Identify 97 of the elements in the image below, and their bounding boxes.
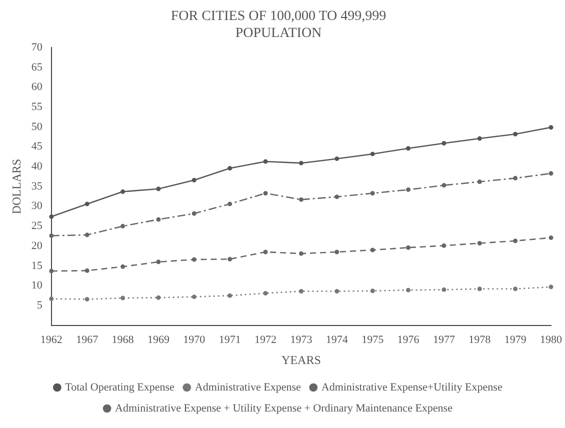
point	[370, 248, 375, 252]
point	[120, 296, 126, 300]
x-tick-label: 1977	[432, 334, 456, 346]
y-tick-label: 50	[31, 120, 43, 133]
point	[298, 289, 304, 294]
x-tick-label: 1976	[397, 334, 420, 346]
point	[406, 187, 411, 192]
y-tick-label: 55	[31, 101, 43, 114]
y-tick-label: 70	[31, 41, 43, 54]
y-axis-title: DOLLARS	[9, 158, 24, 214]
point	[120, 224, 126, 228]
point	[84, 232, 90, 238]
point	[548, 171, 554, 176]
point	[192, 257, 196, 262]
point	[263, 250, 268, 254]
point	[513, 176, 518, 180]
y-tick-label: 35	[31, 180, 43, 192]
point	[406, 245, 411, 250]
point	[49, 268, 54, 274]
x-tick-label: 1974	[326, 334, 348, 346]
point	[263, 291, 268, 296]
point	[156, 260, 161, 264]
point	[334, 250, 340, 254]
point	[370, 152, 375, 156]
point	[442, 243, 446, 248]
point	[84, 202, 90, 206]
point	[228, 202, 232, 206]
point	[263, 159, 268, 164]
point	[334, 289, 340, 294]
x-tick-label: 1971	[218, 334, 241, 346]
x-tick-label: 1978	[468, 334, 492, 346]
y-tick-label: 5	[36, 299, 43, 312]
x-tick-label: 1962	[40, 334, 62, 346]
point	[477, 136, 482, 141]
y-tick-label: 60	[31, 81, 43, 94]
point	[192, 294, 196, 300]
x-tick-label: 1975	[362, 334, 384, 346]
text: POPULATION	[235, 26, 322, 41]
point	[442, 287, 446, 292]
legend-label: Administrative Expense+Utility Expense	[321, 381, 502, 394]
point	[156, 295, 161, 300]
point	[406, 288, 411, 292]
x-tick-label: 1973	[290, 334, 313, 346]
point	[513, 286, 518, 292]
point	[156, 217, 161, 222]
legend-label: Administrative Expense	[194, 381, 301, 394]
point	[228, 166, 232, 170]
y-tick-label: 65	[31, 61, 43, 74]
point	[298, 197, 304, 202]
point	[370, 190, 375, 196]
point	[49, 233, 54, 238]
point	[513, 238, 518, 244]
point	[298, 251, 304, 256]
point	[442, 183, 446, 188]
point	[513, 132, 518, 136]
x-tick-label: 1980	[540, 334, 562, 346]
point	[228, 256, 232, 262]
point	[477, 286, 482, 292]
point	[228, 293, 232, 298]
point	[84, 296, 90, 302]
point	[120, 189, 126, 194]
y-tick-label: 10	[31, 280, 43, 292]
point	[477, 179, 482, 184]
point	[406, 146, 411, 151]
point	[120, 264, 126, 269]
y-tick-label: 25	[31, 220, 43, 232]
point	[298, 160, 304, 166]
legend-label: Total Operating Expense	[65, 381, 174, 394]
text: FOR CITIES OF 100,000 TO 499,999	[170, 9, 386, 24]
y-tick-label: 45	[31, 140, 43, 153]
x-tick-label: 1967	[76, 334, 99, 346]
point	[49, 296, 54, 302]
point	[84, 268, 90, 273]
point	[548, 235, 554, 240]
x-tick-label: 1979	[504, 334, 527, 346]
x-tick-label: 1972	[254, 334, 277, 346]
y-tick-label: 15	[31, 260, 43, 272]
x-axis-title: YEARS	[282, 352, 321, 367]
point	[548, 125, 554, 130]
point	[156, 186, 161, 192]
point	[442, 140, 446, 146]
y-tick-label: 40	[31, 160, 43, 173]
point	[370, 288, 375, 294]
point	[192, 211, 196, 216]
point	[477, 241, 482, 246]
point	[192, 178, 196, 182]
point	[334, 194, 340, 200]
legend-label: Administrative Expense + Utility Expense + Ordinary Maintenance Expense	[115, 402, 453, 414]
point	[548, 284, 554, 290]
x-tick-label: 1968	[112, 334, 134, 346]
x-tick-label: 1970	[183, 334, 206, 346]
y-tick-label: 30	[31, 200, 43, 212]
point	[49, 214, 54, 219]
point	[263, 190, 268, 196]
x-tick-label: 1969	[147, 334, 170, 346]
y-tick-label: 20	[31, 240, 43, 252]
point	[334, 156, 340, 161]
